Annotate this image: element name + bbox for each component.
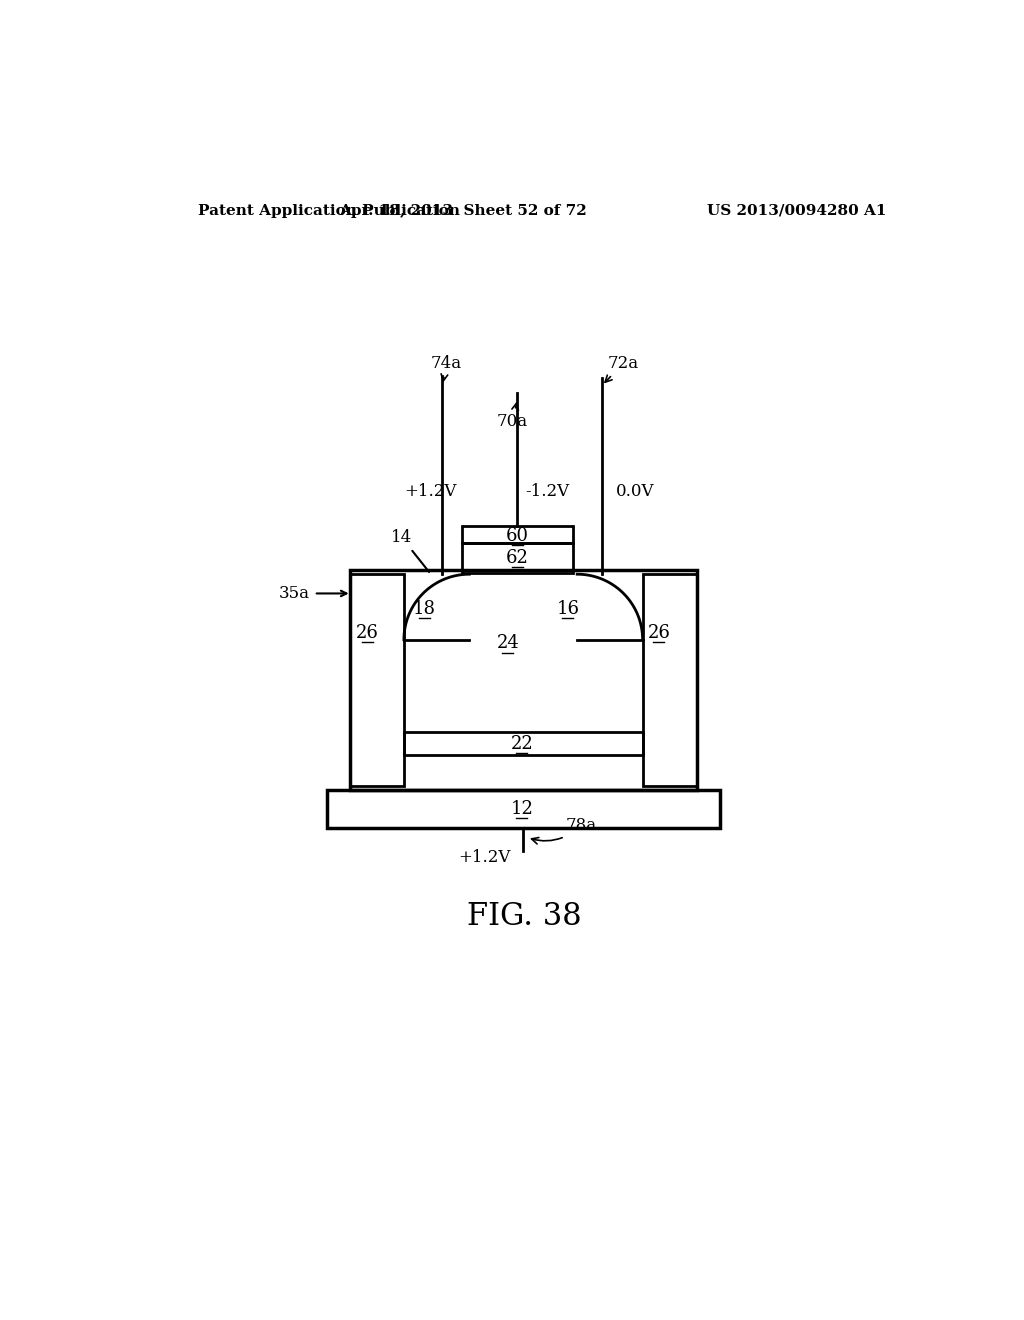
Text: 18: 18: [414, 599, 436, 618]
Text: 72a: 72a: [605, 355, 639, 383]
Text: 12: 12: [510, 800, 534, 818]
Bar: [350, 574, 403, 785]
Text: 16: 16: [556, 599, 580, 618]
Bar: [350, 570, 696, 789]
Text: 24: 24: [497, 635, 519, 652]
Text: 62: 62: [506, 549, 528, 568]
Text: Patent Application Publication: Patent Application Publication: [199, 203, 461, 218]
Text: 26: 26: [356, 624, 379, 643]
Text: 35a: 35a: [279, 585, 310, 602]
Text: US 2013/0094280 A1: US 2013/0094280 A1: [707, 203, 886, 218]
Text: 74a: 74a: [431, 355, 462, 381]
Text: 0.0V: 0.0V: [615, 483, 654, 499]
Text: -1.2V: -1.2V: [524, 483, 569, 499]
Bar: [462, 527, 573, 544]
Text: 26: 26: [647, 624, 671, 643]
Text: 60: 60: [506, 527, 528, 545]
Text: 70a: 70a: [497, 403, 528, 430]
Bar: [403, 733, 643, 755]
Text: 78a: 78a: [531, 817, 597, 843]
Text: +1.2V: +1.2V: [459, 849, 511, 866]
Text: FIG. 38: FIG. 38: [468, 902, 582, 932]
Text: Apr. 18, 2013  Sheet 52 of 72: Apr. 18, 2013 Sheet 52 of 72: [339, 203, 587, 218]
Text: 22: 22: [510, 735, 534, 752]
Bar: [643, 574, 696, 785]
Bar: [462, 544, 573, 573]
Bar: [327, 789, 720, 829]
Text: +1.2V: +1.2V: [404, 483, 457, 499]
Text: 14: 14: [391, 529, 429, 572]
